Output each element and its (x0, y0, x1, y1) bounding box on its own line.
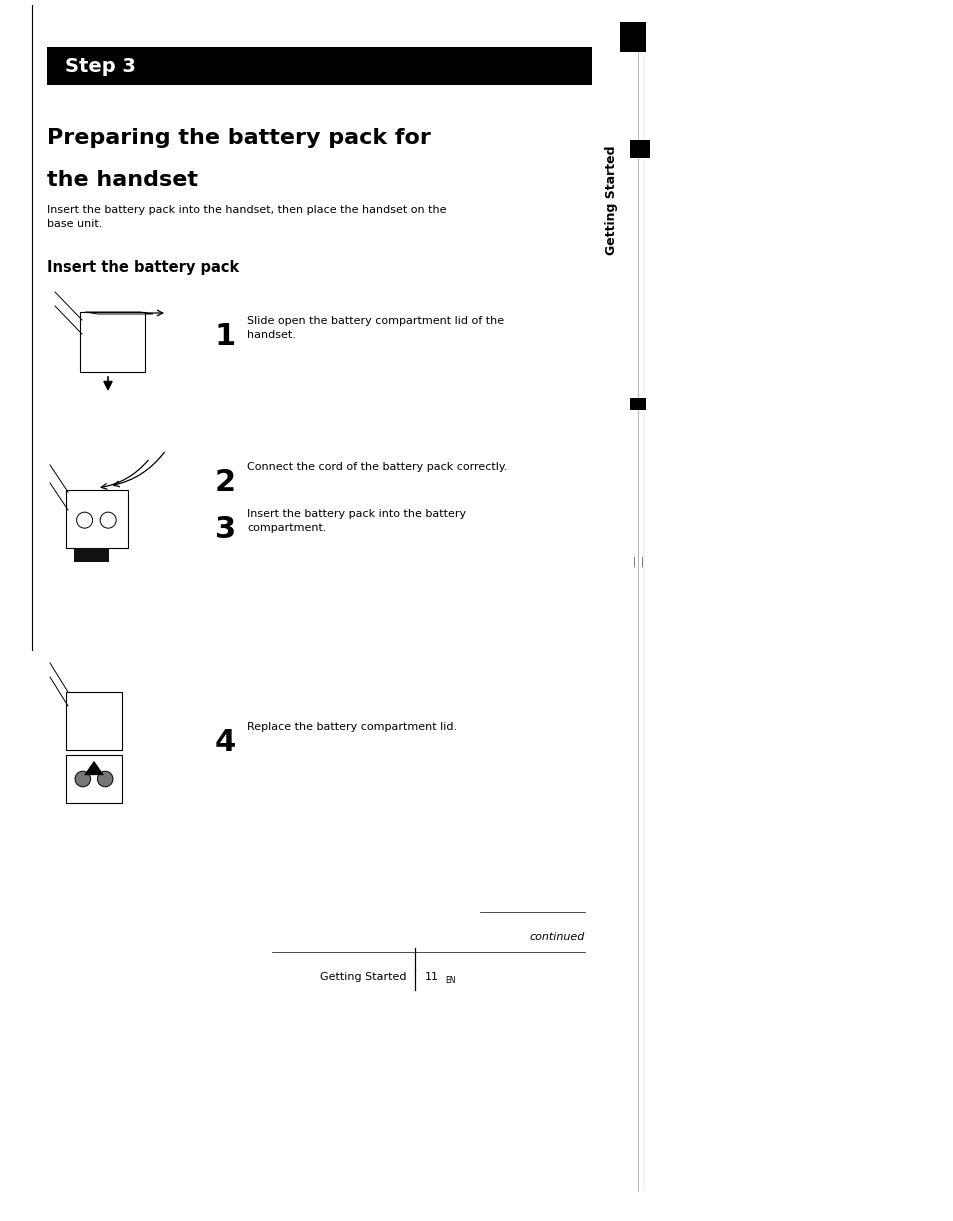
Text: Insert the battery pack into the handset, then place the handset on the
base uni: Insert the battery pack into the handset… (47, 205, 446, 230)
Bar (74, 548, 109, 562)
Text: the handset: the handset (47, 170, 198, 190)
Text: Connect the cord of the battery pack correctly.: Connect the cord of the battery pack cor… (247, 462, 507, 473)
Circle shape (75, 772, 91, 786)
Text: Slide open the battery compartment lid of the
handset.: Slide open the battery compartment lid o… (247, 316, 503, 339)
Bar (66, 490, 128, 548)
Bar (629, 398, 645, 410)
Polygon shape (84, 761, 104, 775)
Text: continued: continued (529, 932, 584, 941)
Text: 3: 3 (214, 515, 236, 545)
Text: Replace the battery compartment lid.: Replace the battery compartment lid. (247, 722, 456, 733)
Text: |: | (639, 557, 643, 568)
Bar (66, 755, 122, 803)
Text: Getting Started: Getting Started (604, 145, 618, 255)
Text: |: | (632, 557, 635, 568)
Bar (66, 692, 122, 750)
Circle shape (97, 772, 112, 786)
Text: 2: 2 (214, 468, 236, 497)
Text: EN: EN (444, 976, 455, 985)
Bar (619, 22, 645, 53)
Bar (47, 46, 592, 85)
Text: Insert the battery pack into the battery
compartment.: Insert the battery pack into the battery… (247, 509, 466, 534)
Text: Insert the battery pack: Insert the battery pack (47, 260, 239, 275)
Bar (629, 140, 649, 158)
Text: Step 3: Step 3 (65, 56, 135, 76)
Text: Getting Started: Getting Started (320, 972, 407, 982)
Text: 1: 1 (214, 322, 236, 350)
Text: 4: 4 (214, 728, 236, 757)
Text: 11: 11 (424, 972, 438, 982)
Text: Preparing the battery pack for: Preparing the battery pack for (47, 128, 431, 148)
Bar (80, 313, 145, 372)
